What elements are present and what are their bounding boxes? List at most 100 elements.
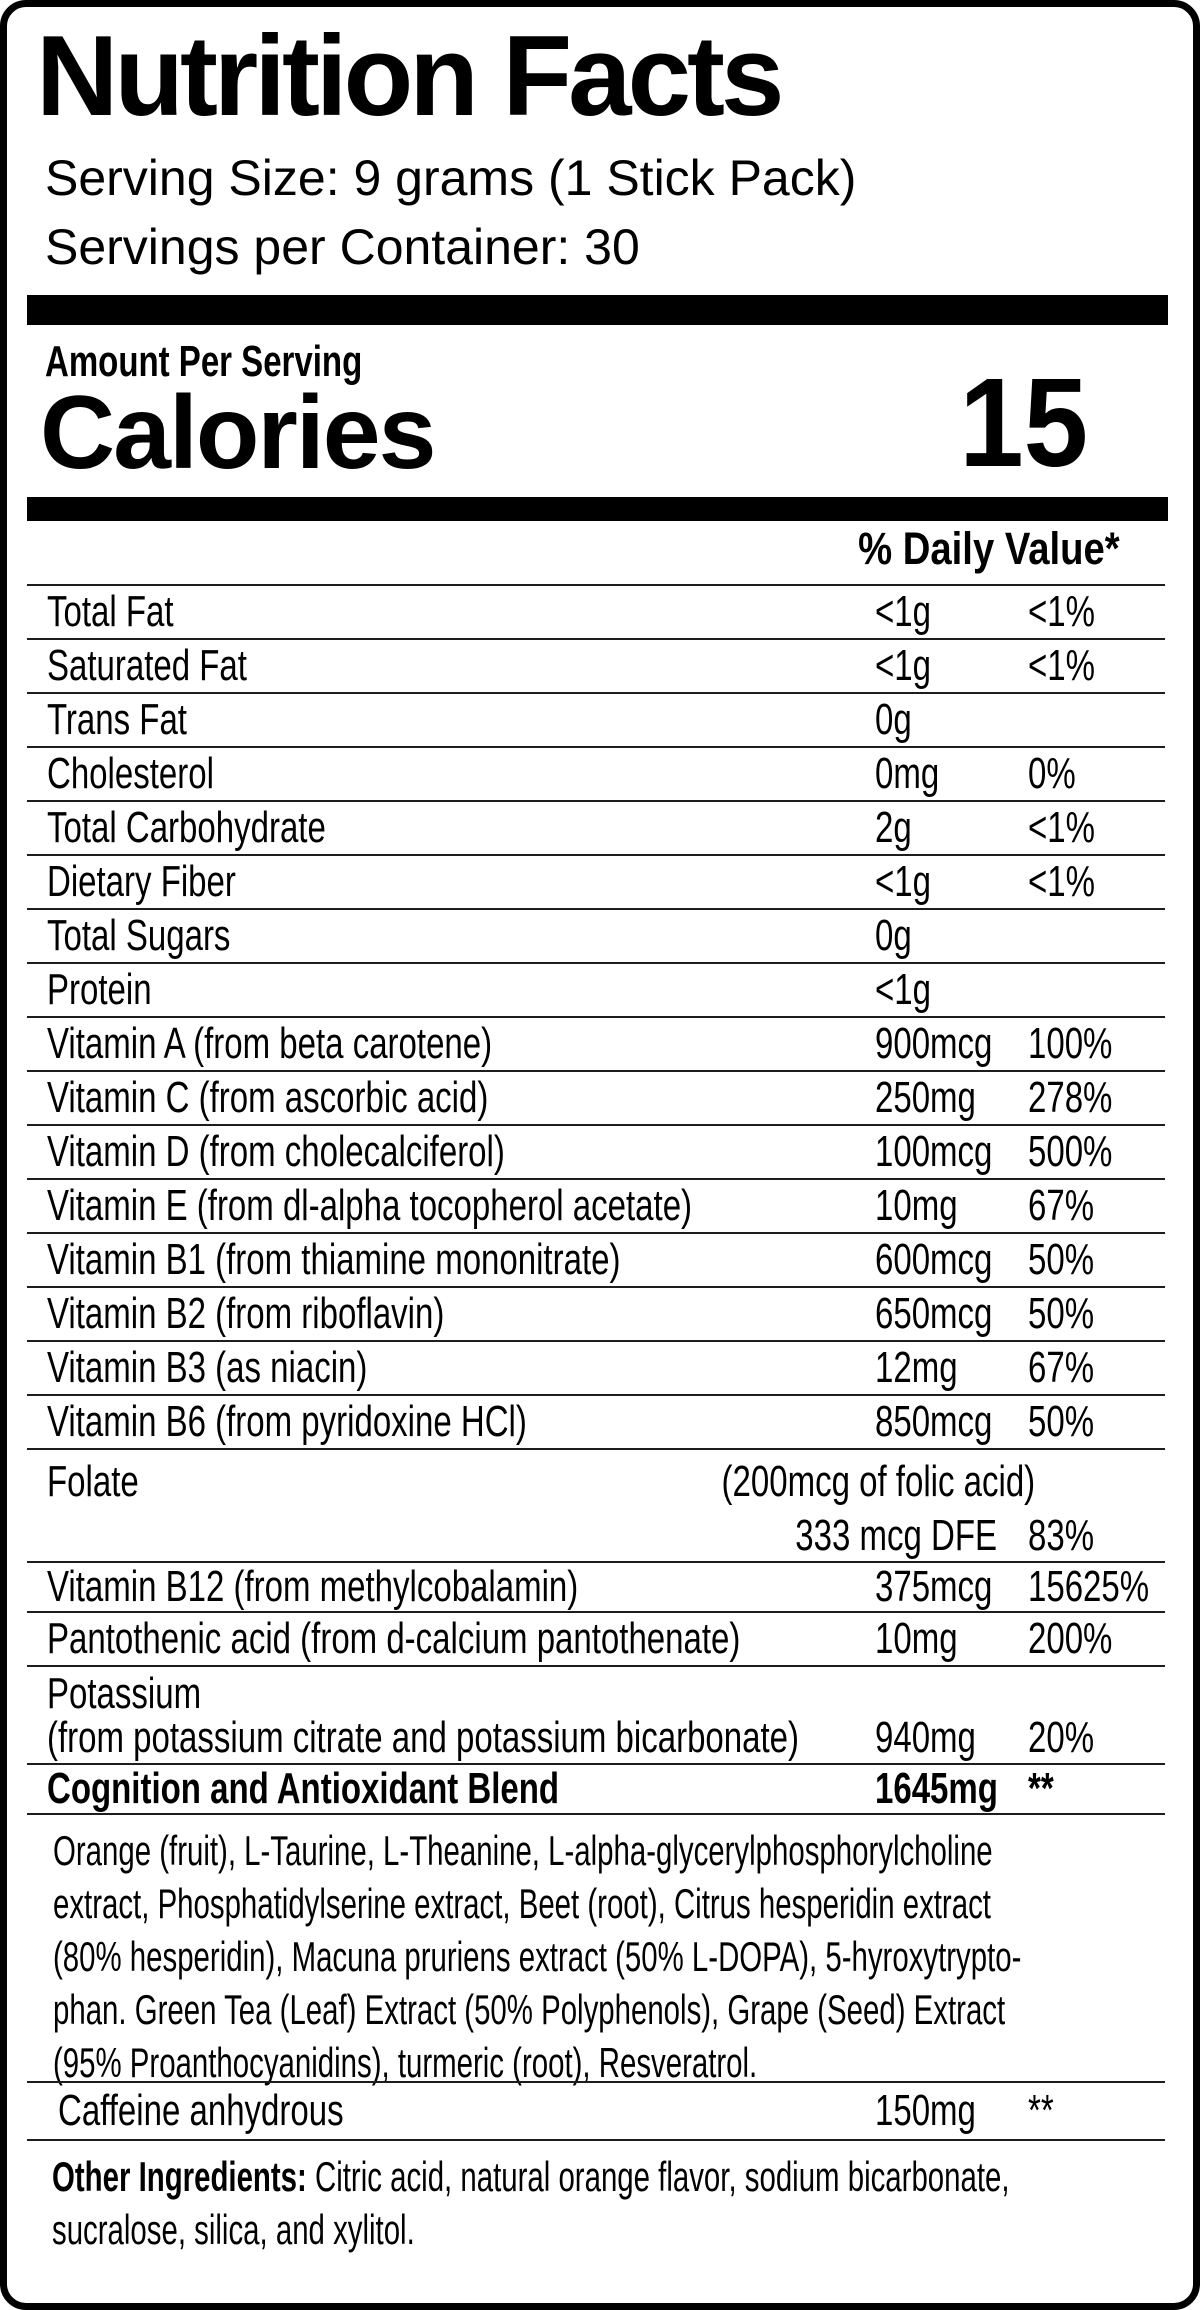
nutrient-amount: <1g	[875, 641, 950, 716]
nutrient-amount: 100mcg	[875, 1127, 1032, 1202]
nutrient-row: Vitamin A (from beta carotene) 900mcg 100%	[27, 1016, 1165, 1070]
nutrient-table: Total Fat <1g <1% Saturated Fat <1g <1% Trans …	[27, 584, 1165, 2256]
nutrient-dv: 83%	[1028, 1511, 1095, 1560]
nutrient-amount-text: <1g	[875, 857, 931, 906]
nutrient-amount-text: 600mcg	[875, 1235, 993, 1284]
nutrient-amount-text: 100mcg	[875, 1127, 993, 1176]
nutrient-amount-text: <1g	[875, 965, 931, 1014]
nutrient-amount-text: 0g	[875, 911, 912, 960]
nutrient-amount: <1g	[875, 587, 950, 662]
nutrient-row: Cholesterol 0mg 0%	[27, 746, 1165, 800]
nutrient-amount: 940mg	[875, 1713, 976, 1762]
other-ingredients-line1: Other Ingredients: Citric acid, natural …	[52, 2150, 1165, 2203]
nutrient-amount-text: 0mg	[875, 749, 940, 798]
nutrient-name: Vitamin B3 (as niacin)	[47, 1343, 368, 1392]
nutrient-dv: 67%	[1028, 1343, 1116, 1418]
nutrient-dv-text: 200%	[1028, 1614, 1113, 1663]
nutrient-rows-main: Total Fat <1g <1% Saturated Fat <1g <1% Trans …	[27, 584, 1165, 1448]
nutrient-name: Vitamin B1 (from thiamine mononitrate)	[47, 1235, 621, 1284]
nutrient-dv: <1%	[1028, 641, 1117, 716]
blend-description-text: (80% hesperidin), Macuna pruriens extrac…	[53, 1933, 1022, 1980]
nutrient-name: Dietary Fiber	[47, 857, 236, 906]
nutrient-amount-text: 2g	[875, 803, 912, 852]
nutrient-name: Total Sugars	[47, 911, 231, 960]
nutrient-row: Protein <1g	[27, 962, 1165, 1016]
other-ingredients: Other Ingredients: Citric acid, natural …	[27, 2139, 1165, 2256]
nutrient-amount: 2g	[875, 803, 924, 878]
nutrient-name: Pantothenic acid (from d-calcium pantoth…	[47, 1614, 741, 1663]
nutrient-dv-text: <1%	[1028, 803, 1095, 852]
nutrient-row: Vitamin E (from dl-alpha tocopherol acet…	[27, 1178, 1165, 1232]
nutrient-amount-text: 900mcg	[875, 1019, 993, 1068]
blend-description: Orange (fruit), L-Taurine, L-Theanine, L…	[27, 1813, 1165, 2086]
nutrient-dv: 15625%	[1028, 1562, 1189, 1637]
nutrient-dv: **	[1028, 2086, 1054, 2135]
nutrient-dv-text: 278%	[1028, 1073, 1113, 1122]
nutrient-dv: <1%	[1028, 803, 1117, 878]
blend-name: Cognition and Antioxidant Blend	[47, 1764, 560, 1813]
blend-amount: 1645mg	[875, 1764, 998, 1813]
nutrient-amount: 0g	[875, 911, 924, 986]
thick-divider-calories	[27, 497, 1168, 521]
nutrient-dv-text: 0%	[1028, 749, 1076, 798]
thick-divider-top	[27, 295, 1168, 325]
nutrient-amount-text: 10mg	[875, 1181, 958, 1230]
blend-description-text: Orange (fruit), L-Taurine, L-Theanine, L…	[53, 1827, 993, 1874]
nutrient-name: Vitamin B6 (from pyridoxine HCl)	[47, 1397, 527, 1446]
other-ingredients-line2: sucralose, silica, and xylitol.	[52, 2206, 415, 2253]
nutrient-amount: 0mg	[875, 749, 961, 824]
nutrient-name: Vitamin B2 (from riboflavin)	[47, 1289, 445, 1338]
nutrient-row: Saturated Fat <1g <1%	[27, 638, 1165, 692]
nutrient-dv-text: 50%	[1028, 1397, 1095, 1446]
nutrient-row: Total Carbohydrate 2g <1%	[27, 800, 1165, 854]
nutrient-amount: 12mg	[875, 1343, 985, 1418]
nutrient-name: Vitamin A (from beta carotene)	[47, 1019, 493, 1068]
nutrient-dv: <1%	[1028, 857, 1117, 932]
nutrient-amount: 10mg	[875, 1181, 985, 1256]
nutrient-row: Vitamin B3 (as niacin) 12mg 67%	[27, 1340, 1165, 1394]
nutrient-name: Vitamin B12 (from methylcobalamin)	[47, 1562, 579, 1611]
nutrient-amount-text: <1g	[875, 587, 931, 636]
nutrient-name: Cholesterol	[47, 749, 214, 798]
serving-size: Serving Size: 9 grams (1 Stick Pack)	[45, 150, 857, 206]
nutrient-dv-text: 67%	[1028, 1181, 1095, 1230]
nutrient-amount: <1g	[875, 965, 950, 1040]
nutrient-row-caffeine: Caffeine anhydrous 150mg **	[27, 2081, 1165, 2139]
nutrient-name: Total Carbohydrate	[47, 803, 326, 852]
nutrient-row: Dietary Fiber <1g <1%	[27, 854, 1165, 908]
nutrient-rows-secondary: Vitamin B12 (from methylcobalamin) 375mcg…	[27, 1561, 1165, 1665]
calories-label: Calories	[40, 375, 436, 491]
blend-description-line: (95% Proanthocyanidins), turmeric (root)…	[53, 2036, 1165, 2089]
nutrient-row: Vitamin B6 (from pyridoxine HCl) 850mcg 50…	[27, 1394, 1165, 1448]
nutrient-dv: 100%	[1028, 1019, 1141, 1094]
nutrient-dv: 200%	[1028, 1614, 1141, 1689]
nutrient-name: Vitamin C (from ascorbic acid)	[47, 1073, 489, 1122]
nutrient-dv-text: 67%	[1028, 1343, 1095, 1392]
nutrient-name: Caffeine anhydrous	[58, 2086, 344, 2135]
nutrient-amount-text: 250mg	[875, 1073, 976, 1122]
blend-description-text: phan. Green Tea (Leaf) Extract (50% Poly…	[53, 1986, 1006, 2033]
blend-dv: **	[1028, 1764, 1054, 1813]
nutrient-name: Vitamin D (from cholecalciferol)	[47, 1127, 505, 1176]
nutrient-name: Potassium	[47, 1669, 202, 1718]
nutrient-dv-text: 500%	[1028, 1127, 1113, 1176]
nutrient-row: Vitamin B2 (from riboflavin) 650mcg 50%	[27, 1286, 1165, 1340]
nutrient-amount-text: 375mcg	[875, 1562, 993, 1611]
nutrient-row: Pantothenic acid (from d-calcium pantoth…	[27, 1611, 1165, 1665]
nutrient-amount: 375mcg	[875, 1562, 1032, 1637]
folate-note: (200mcg of folic acid)	[721, 1457, 1035, 1506]
nutrient-amount: 10mg	[875, 1614, 985, 1689]
nutrient-amount: 650mcg	[875, 1289, 1032, 1364]
nutrient-row: Total Fat <1g <1%	[27, 584, 1165, 638]
nutrient-amount: 250mg	[875, 1073, 1010, 1148]
nutrient-dv: <1%	[1028, 587, 1117, 662]
nutrient-dv: 50%	[1028, 1235, 1116, 1310]
nutrient-name: Protein	[47, 965, 152, 1014]
nutrient-row: Vitamin C (from ascorbic acid) 250mg 278%	[27, 1070, 1165, 1124]
blend-description-text: (95% Proanthocyanidins), turmeric (root)…	[53, 2039, 758, 2086]
blend-description-line: Orange (fruit), L-Taurine, L-Theanine, L…	[53, 1824, 1165, 1877]
nutrient-amount-text: 12mg	[875, 1343, 958, 1392]
nutrient-name: Trans Fat	[47, 695, 187, 744]
nutrient-dv: 50%	[1028, 1289, 1116, 1364]
nutrient-dv-text: 50%	[1028, 1289, 1095, 1338]
